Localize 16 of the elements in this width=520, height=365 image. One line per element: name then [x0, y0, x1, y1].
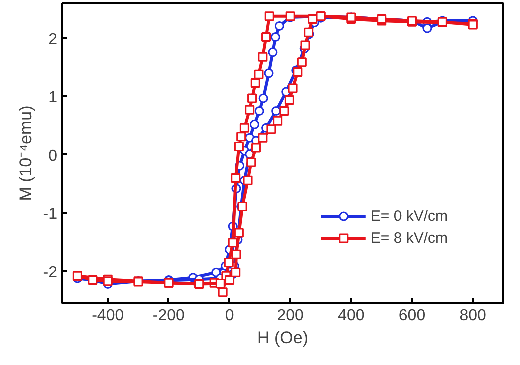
legend-label: E= 0 kV/cm [370, 208, 448, 224]
x-tick-label: 0 [225, 308, 234, 324]
y-tick-label: 1 [48, 90, 58, 107]
x-tick-label: 400 [338, 308, 365, 324]
y-tick-label: -1 [43, 206, 58, 224]
y-tick-label: -2 [43, 264, 58, 282]
y-axis-title: M (10⁻⁴emu) [16, 106, 36, 202]
x-tick-label: -200 [152, 308, 186, 324]
x-tick-label: 600 [398, 308, 426, 324]
y-tick-label: 2 [48, 31, 58, 48]
x-axis-title: H (Oe) [258, 328, 308, 348]
x-tick-label: 200 [277, 308, 304, 324]
x-tick-label: -400 [92, 308, 124, 324]
x-tick-label: 800 [460, 308, 487, 324]
y-tick-label: 0 [48, 148, 58, 165]
legend-label: E= 8 kV/cm [370, 230, 448, 246]
